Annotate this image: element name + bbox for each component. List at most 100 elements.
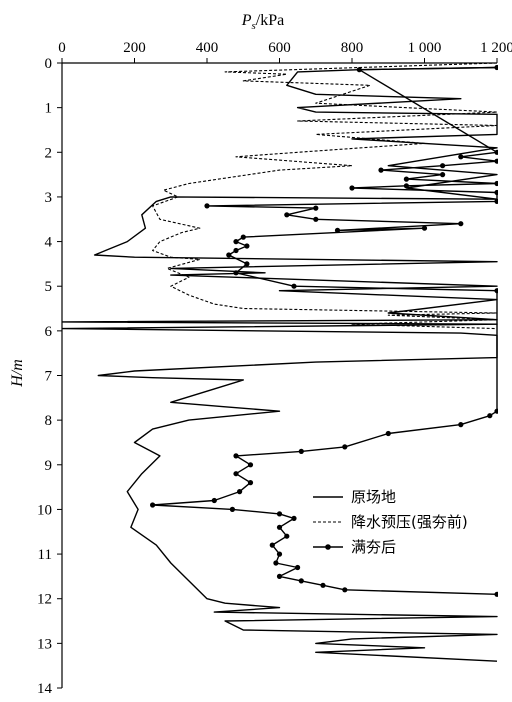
legend-item-3: 满夯后: [313, 538, 396, 556]
y-tick-label: 2: [45, 145, 53, 161]
series-point: [349, 185, 355, 191]
series-point: [211, 497, 217, 504]
legend-label: 降水预压(强夯前): [351, 513, 468, 531]
series-point: [233, 453, 239, 459]
x-tick-label: 400: [196, 40, 219, 56]
legend-label: 满夯后: [351, 538, 396, 556]
series-point: [276, 524, 283, 530]
series-point: [233, 270, 239, 276]
y-tick-label: 5: [45, 279, 53, 295]
series-point: [403, 183, 409, 189]
x-tick-label: 800: [341, 40, 364, 56]
series-point: [313, 205, 319, 211]
x-axis-title-subscript: s: [252, 20, 256, 32]
series-point: [244, 261, 250, 267]
legend-marker: [325, 544, 331, 550]
series-point: [226, 252, 232, 258]
x-tick-label: 600: [268, 40, 291, 56]
series-point: [284, 533, 290, 539]
series-point: [244, 243, 250, 249]
series-line-1: [62, 66, 498, 662]
series-point: [494, 64, 498, 71]
series-point: [458, 422, 464, 428]
series-point: [342, 587, 348, 593]
y-tick-label: 3: [45, 190, 53, 206]
series-2: [152, 62, 498, 330]
legend-item-2: 降水预压(强夯前): [313, 513, 468, 531]
series-point: [403, 176, 409, 182]
y-tick-label: 1: [45, 101, 53, 117]
series-point: [487, 413, 493, 419]
y-axis-title: H/m: [9, 359, 26, 388]
series-point: [237, 489, 243, 495]
y-tick-label: 4: [45, 235, 53, 251]
y-tick-label: 7: [45, 369, 53, 385]
series-point: [273, 560, 279, 566]
x-axis-title-main: P: [241, 12, 252, 29]
x-tick-label: 200: [123, 40, 146, 56]
y-tick-label: 11: [38, 547, 52, 563]
series-point: [240, 234, 246, 240]
series-point: [421, 225, 428, 231]
series-point: [247, 462, 254, 468]
x-tick-label: 0: [58, 40, 66, 56]
series-point: [269, 542, 275, 548]
series-point: [229, 506, 235, 512]
series-point: [494, 149, 498, 155]
series-1: [62, 66, 498, 662]
axes: 0 200 400 600 800 1 000 1 20001234567891011121…: [37, 40, 512, 697]
x-axis-title: Ps/kPa: [241, 12, 285, 32]
series-point: [295, 564, 301, 571]
y-tick-label: 14: [37, 681, 53, 697]
series-point: [284, 212, 290, 218]
series-point: [494, 408, 498, 414]
x-axis-title-unit: /kPa: [256, 12, 284, 29]
series-point: [334, 227, 341, 233]
series-point: [276, 551, 283, 557]
series-point: [342, 444, 348, 450]
series-point: [291, 283, 297, 289]
y-tick-label: 12: [37, 592, 52, 608]
series-point: [494, 158, 498, 164]
series-point: [276, 573, 283, 580]
legend-item-1: 原场地: [313, 488, 396, 506]
series-point: [494, 288, 498, 294]
series-point: [247, 480, 254, 486]
x-tick-label: 1 200: [480, 40, 512, 56]
series-layer: [62, 62, 498, 662]
legend-label: 原场地: [351, 488, 396, 506]
series-point: [494, 198, 498, 204]
series-point: [378, 167, 384, 173]
series-point: [385, 430, 391, 437]
series-point: [458, 154, 464, 160]
series-point: [494, 180, 498, 187]
y-tick-label: 10: [37, 502, 52, 518]
series-point: [233, 471, 239, 477]
series-point: [320, 582, 326, 588]
series-point: [313, 216, 319, 222]
series-point: [233, 247, 239, 254]
series-3: [150, 64, 498, 597]
y-tick-label: 8: [45, 413, 53, 429]
series-point: [494, 591, 498, 597]
y-tick-label: 6: [45, 324, 53, 340]
series-point: [356, 67, 362, 73]
series-point: [440, 172, 446, 178]
y-tick-label: 0: [45, 56, 53, 72]
y-tick-label: 13: [37, 636, 52, 652]
series-line-2: [152, 62, 498, 330]
series-point: [150, 502, 156, 508]
y-axis-title-text: H/m: [9, 359, 26, 388]
series-point: [291, 515, 297, 522]
series-point: [494, 189, 498, 196]
x-tick-label: 1 000: [408, 40, 442, 56]
y-tick-label: 9: [45, 458, 53, 474]
series-point: [440, 163, 446, 169]
series-point: [204, 203, 210, 209]
series-point: [298, 578, 304, 584]
svg-text:Ps/kPa: Ps/kPa: [241, 12, 285, 32]
series-point: [298, 448, 304, 454]
series-point: [233, 239, 239, 245]
